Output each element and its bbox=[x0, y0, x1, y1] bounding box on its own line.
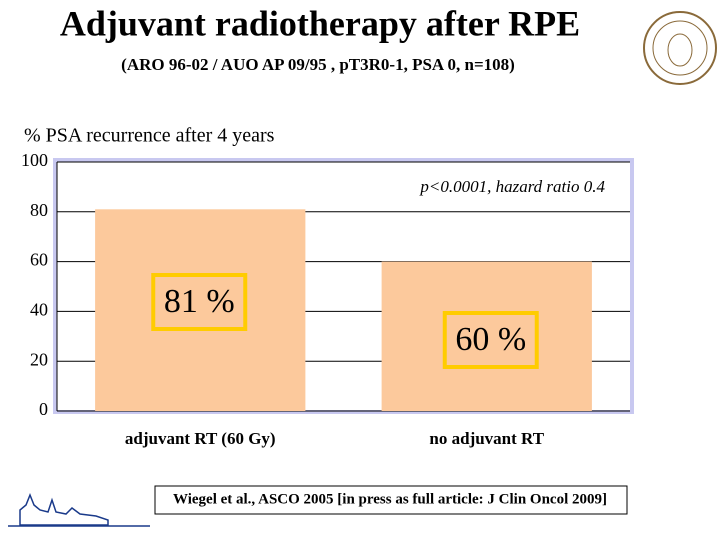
subtitle: (ARO 96-02 / AUO AP 09/95 , pT3R0-1, PSA… bbox=[121, 55, 515, 74]
value-label-box bbox=[442, 311, 539, 369]
logo bbox=[643, 11, 717, 85]
logo-ring bbox=[643, 11, 717, 85]
annotation: p<0.0001, hazard ratio 0.4 bbox=[419, 177, 605, 196]
city-skyline bbox=[8, 492, 150, 527]
source: Wiegel et al., ASCO 2005 [in press as fu… bbox=[173, 491, 607, 507]
y-tick-label: 60 bbox=[30, 250, 48, 270]
y-tick-label: 20 bbox=[30, 349, 48, 369]
slide-title: Adjuvant radiotherapy after RPE bbox=[60, 3, 580, 43]
value-label-box bbox=[151, 273, 248, 331]
value-label: 81 % bbox=[164, 283, 235, 320]
y-tick-label: 0 bbox=[39, 399, 48, 419]
logo-face bbox=[667, 33, 693, 67]
logo-inner bbox=[652, 20, 708, 76]
y-tick-label: 80 bbox=[30, 200, 48, 220]
source-box bbox=[154, 485, 628, 515]
x-tick-label: no adjuvant RT bbox=[429, 429, 544, 448]
skyline-shape bbox=[19, 492, 109, 526]
y-tick-label: 100 bbox=[21, 150, 48, 170]
y-axis-label: % PSA recurrence after 4 years bbox=[24, 125, 275, 147]
y-tick-label: 40 bbox=[30, 300, 48, 320]
x-tick-label: adjuvant RT (60 Gy) bbox=[125, 429, 276, 448]
value-label: 60 % bbox=[455, 321, 526, 358]
plot-frame bbox=[53, 158, 634, 414]
